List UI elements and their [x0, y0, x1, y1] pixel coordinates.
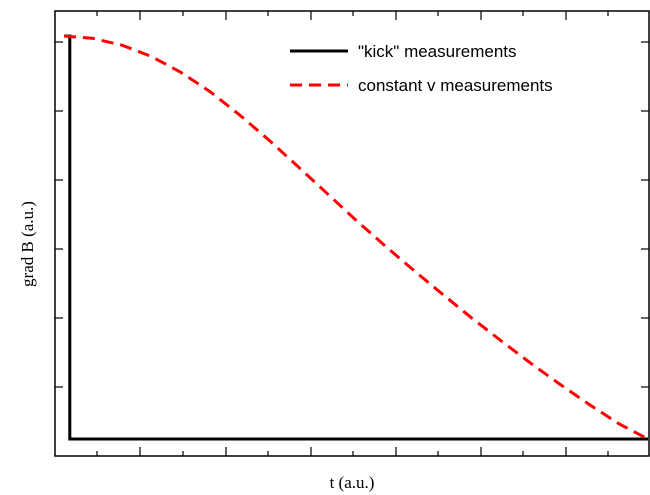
legend-label-kick: "kick" measurements: [358, 42, 517, 61]
series-line-constant-v: [63, 34, 649, 441]
legend: "kick" measurements constant v measureme…: [290, 42, 553, 95]
plot-frame: [54, 10, 650, 457]
series-group: [63, 34, 649, 441]
series-line-kick: [64, 34, 648, 441]
axis-ticks: [55, 11, 649, 456]
x-axis-label: t (a.u.): [330, 473, 375, 492]
y-axis-label: grad B (a.u.): [18, 201, 37, 287]
legend-label-constant-v: constant v measurements: [358, 76, 553, 95]
